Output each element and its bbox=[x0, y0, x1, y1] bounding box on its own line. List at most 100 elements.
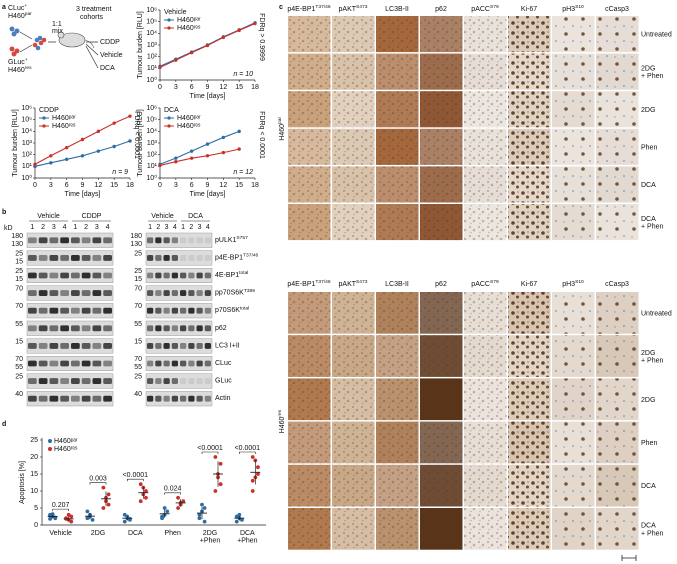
data-point bbox=[49, 154, 53, 158]
blot-strip bbox=[145, 356, 213, 372]
blot-band bbox=[163, 237, 170, 244]
legend-label: H460ʳᵉˢ bbox=[177, 123, 201, 130]
column-header: LC3B-II bbox=[385, 281, 409, 288]
blot-strip bbox=[26, 268, 114, 284]
blot-band bbox=[92, 237, 102, 244]
ihc-texture bbox=[420, 128, 463, 165]
legend-label: H460ᵖᵃʳ bbox=[177, 115, 201, 122]
column-header: p4E-BP1T37/46 bbox=[287, 4, 331, 13]
data-point bbox=[197, 512, 202, 517]
blot-band bbox=[49, 254, 59, 261]
blot-band bbox=[49, 342, 59, 349]
ihc-texture bbox=[596, 421, 639, 464]
blot-band bbox=[103, 342, 112, 349]
blot-band bbox=[71, 342, 80, 349]
blot-band bbox=[171, 325, 178, 332]
ihc-texture bbox=[464, 378, 507, 421]
ihc-texture bbox=[552, 508, 595, 550]
blot-band bbox=[81, 290, 91, 297]
data-point bbox=[202, 506, 207, 510]
ihc-texture bbox=[288, 421, 331, 464]
blot-band bbox=[196, 272, 203, 279]
data-point bbox=[165, 509, 170, 514]
blot-band bbox=[188, 325, 195, 332]
sample-size: n = 9 bbox=[112, 169, 128, 176]
data-point bbox=[101, 506, 106, 510]
data-point bbox=[205, 43, 210, 48]
ihc-texture bbox=[508, 421, 551, 464]
ihc-texture bbox=[508, 128, 551, 165]
column-header: Ki-67 bbox=[521, 6, 537, 13]
ihc-texture bbox=[420, 508, 463, 550]
blot-band bbox=[103, 325, 112, 332]
legend-marker bbox=[167, 26, 171, 30]
ihc-texture bbox=[332, 128, 375, 165]
panel-label: b bbox=[2, 209, 6, 216]
chart-title: CDDP bbox=[39, 107, 59, 114]
ihc-texture bbox=[596, 204, 639, 241]
data-point bbox=[33, 162, 37, 166]
kd-marker: 70 bbox=[15, 356, 23, 363]
ihc-texture bbox=[376, 421, 419, 464]
text-line: DCA bbox=[641, 216, 656, 223]
blot-band bbox=[92, 342, 102, 349]
blot-band bbox=[103, 360, 112, 367]
data-point bbox=[234, 519, 239, 524]
x-tick-label: 0 bbox=[33, 182, 37, 189]
x-tick-label: DCA bbox=[128, 530, 143, 537]
blot-band bbox=[163, 325, 170, 332]
data-point bbox=[160, 514, 164, 519]
kd-marker: 180 bbox=[11, 233, 23, 240]
blot-band bbox=[171, 395, 178, 402]
x-tick-label: 18 bbox=[251, 84, 259, 91]
lane-label: 4 bbox=[173, 224, 177, 231]
data-point bbox=[200, 502, 204, 507]
superscript: T389 bbox=[244, 288, 255, 294]
data-point bbox=[174, 58, 178, 62]
data-point bbox=[158, 163, 162, 168]
kd-marker: 70 bbox=[134, 303, 142, 310]
blot-band bbox=[188, 272, 195, 279]
y-axis-label: Apoptosis [%] bbox=[19, 461, 26, 504]
ihc-texture bbox=[552, 378, 595, 421]
data-point bbox=[221, 35, 226, 40]
legend-label: H460ᵖᵃʳ bbox=[177, 17, 201, 24]
data-point bbox=[221, 135, 226, 140]
data-point bbox=[221, 150, 226, 155]
ihc-texture bbox=[508, 292, 551, 334]
column-header: LC3B-II bbox=[385, 6, 409, 13]
ihc-texture bbox=[508, 166, 551, 203]
data-point bbox=[237, 28, 241, 33]
blot-strip bbox=[145, 250, 213, 266]
blot-band bbox=[171, 290, 178, 297]
protein-label: p62 bbox=[215, 325, 227, 332]
blot-band bbox=[103, 290, 112, 297]
x-tick-label: 2DG bbox=[91, 530, 105, 537]
ihc-texture bbox=[552, 204, 595, 241]
data-point bbox=[138, 482, 143, 487]
row-label: 2DG + Phen bbox=[641, 350, 663, 365]
row-label: Untreated bbox=[641, 32, 672, 39]
data-point bbox=[176, 506, 180, 510]
comparison-bracket bbox=[89, 482, 107, 485]
blot-band bbox=[155, 307, 162, 314]
protein-label: 4E-BP1total bbox=[215, 270, 248, 279]
blot-strip bbox=[145, 338, 213, 354]
x-tick-label: 18 bbox=[251, 182, 259, 189]
data-point bbox=[49, 161, 53, 165]
data-point bbox=[158, 65, 162, 70]
blot-band bbox=[81, 237, 91, 244]
ihc-texture bbox=[596, 335, 639, 377]
superscript: S10 bbox=[575, 279, 584, 285]
blot-band bbox=[49, 378, 59, 385]
ihc-texture bbox=[508, 204, 551, 241]
panel-label: a bbox=[2, 4, 6, 11]
kd-marker: 25 bbox=[134, 268, 142, 275]
blot-band bbox=[188, 254, 195, 261]
blot-band bbox=[204, 325, 211, 332]
protein-label: pULK1S757 bbox=[215, 235, 248, 244]
superscript: total bbox=[239, 270, 248, 276]
ihc-texture bbox=[420, 378, 463, 421]
ihc-texture bbox=[420, 91, 463, 128]
blot-band bbox=[38, 237, 48, 244]
